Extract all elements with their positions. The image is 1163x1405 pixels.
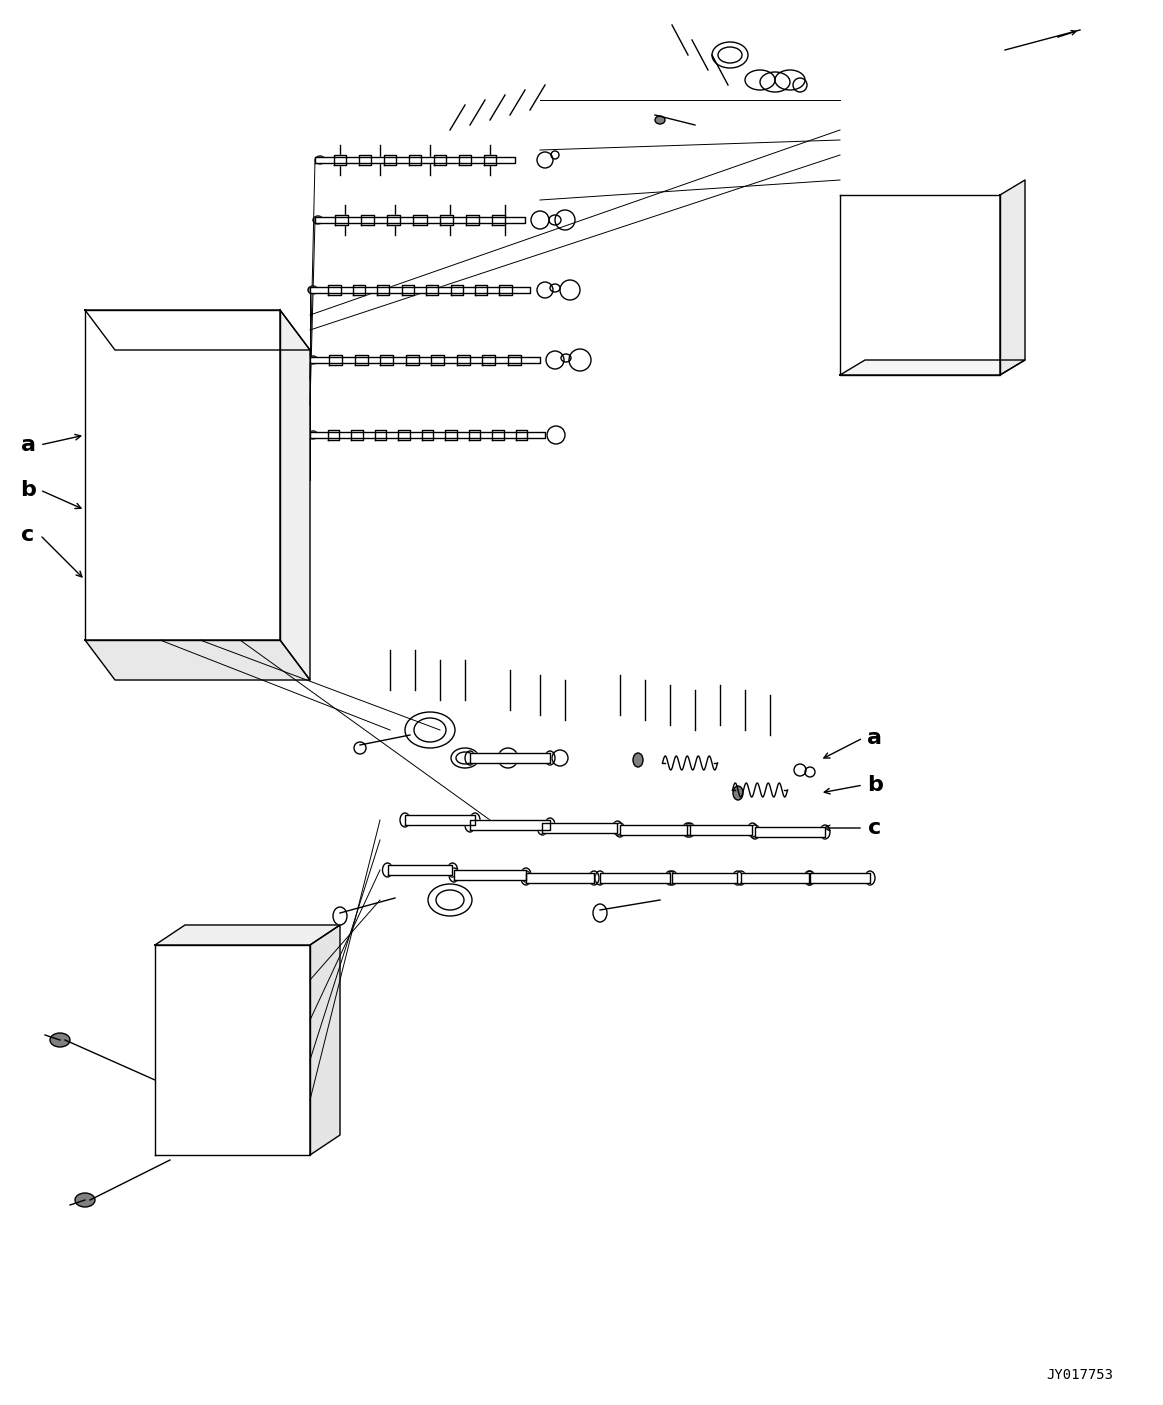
Polygon shape <box>492 215 505 225</box>
Polygon shape <box>600 873 670 882</box>
Polygon shape <box>450 285 463 295</box>
Bar <box>130 471 190 490</box>
Ellipse shape <box>50 1033 70 1047</box>
Polygon shape <box>484 155 497 164</box>
Polygon shape <box>328 285 341 295</box>
Polygon shape <box>755 828 825 837</box>
Polygon shape <box>840 195 1000 375</box>
Ellipse shape <box>633 753 643 767</box>
Polygon shape <box>374 430 386 440</box>
Polygon shape <box>422 430 434 440</box>
Polygon shape <box>358 155 371 164</box>
Polygon shape <box>398 430 409 440</box>
Polygon shape <box>401 285 414 295</box>
Polygon shape <box>405 815 475 825</box>
Polygon shape <box>470 821 550 830</box>
Polygon shape <box>687 825 752 835</box>
Polygon shape <box>315 157 515 163</box>
Text: a: a <box>21 436 36 455</box>
Polygon shape <box>454 870 526 880</box>
Polygon shape <box>408 155 421 164</box>
Polygon shape <box>380 355 393 365</box>
Polygon shape <box>387 215 400 225</box>
Polygon shape <box>499 285 512 295</box>
Ellipse shape <box>74 1193 95 1207</box>
Ellipse shape <box>655 117 665 124</box>
Polygon shape <box>311 431 545 438</box>
Polygon shape <box>155 946 311 1155</box>
Polygon shape <box>445 430 457 440</box>
Polygon shape <box>470 753 550 763</box>
Ellipse shape <box>733 785 743 799</box>
Polygon shape <box>466 215 479 225</box>
Ellipse shape <box>308 287 317 294</box>
Polygon shape <box>426 285 438 295</box>
Polygon shape <box>85 641 311 680</box>
Ellipse shape <box>308 355 317 364</box>
Polygon shape <box>334 155 347 164</box>
Polygon shape <box>515 430 527 440</box>
Polygon shape <box>85 311 311 350</box>
Polygon shape <box>741 873 809 882</box>
Polygon shape <box>328 430 340 440</box>
Polygon shape <box>406 355 419 365</box>
Polygon shape <box>492 430 504 440</box>
Polygon shape <box>361 215 374 225</box>
Text: b: b <box>20 481 36 500</box>
Text: JY017753: JY017753 <box>1047 1368 1113 1383</box>
Polygon shape <box>311 924 340 1155</box>
Polygon shape <box>469 430 480 440</box>
Polygon shape <box>809 873 870 882</box>
Polygon shape <box>384 155 397 164</box>
Polygon shape <box>351 430 363 440</box>
Polygon shape <box>413 215 427 225</box>
Polygon shape <box>526 873 594 882</box>
Polygon shape <box>377 285 390 295</box>
Polygon shape <box>329 355 342 365</box>
Polygon shape <box>672 873 737 882</box>
Polygon shape <box>483 355 495 365</box>
Polygon shape <box>352 285 365 295</box>
Ellipse shape <box>308 431 317 438</box>
Ellipse shape <box>315 156 324 164</box>
Polygon shape <box>85 311 280 641</box>
Polygon shape <box>620 825 690 835</box>
Text: c: c <box>869 818 882 837</box>
Polygon shape <box>475 285 487 295</box>
Polygon shape <box>355 355 368 365</box>
Bar <box>130 530 190 549</box>
Polygon shape <box>840 360 1025 375</box>
Polygon shape <box>542 823 618 833</box>
Bar <box>130 410 190 430</box>
Polygon shape <box>155 924 340 946</box>
Text: b: b <box>868 776 883 795</box>
Polygon shape <box>434 155 447 164</box>
Ellipse shape <box>313 216 323 223</box>
Polygon shape <box>311 357 540 362</box>
Polygon shape <box>280 311 311 680</box>
Polygon shape <box>315 216 525 223</box>
Polygon shape <box>1000 180 1025 375</box>
Text: c: c <box>21 525 35 545</box>
Polygon shape <box>311 287 530 294</box>
Polygon shape <box>508 355 521 365</box>
Polygon shape <box>457 355 470 365</box>
Polygon shape <box>335 215 348 225</box>
Polygon shape <box>458 155 471 164</box>
Polygon shape <box>440 215 452 225</box>
Text: a: a <box>868 728 883 747</box>
Polygon shape <box>387 865 452 875</box>
Polygon shape <box>431 355 444 365</box>
